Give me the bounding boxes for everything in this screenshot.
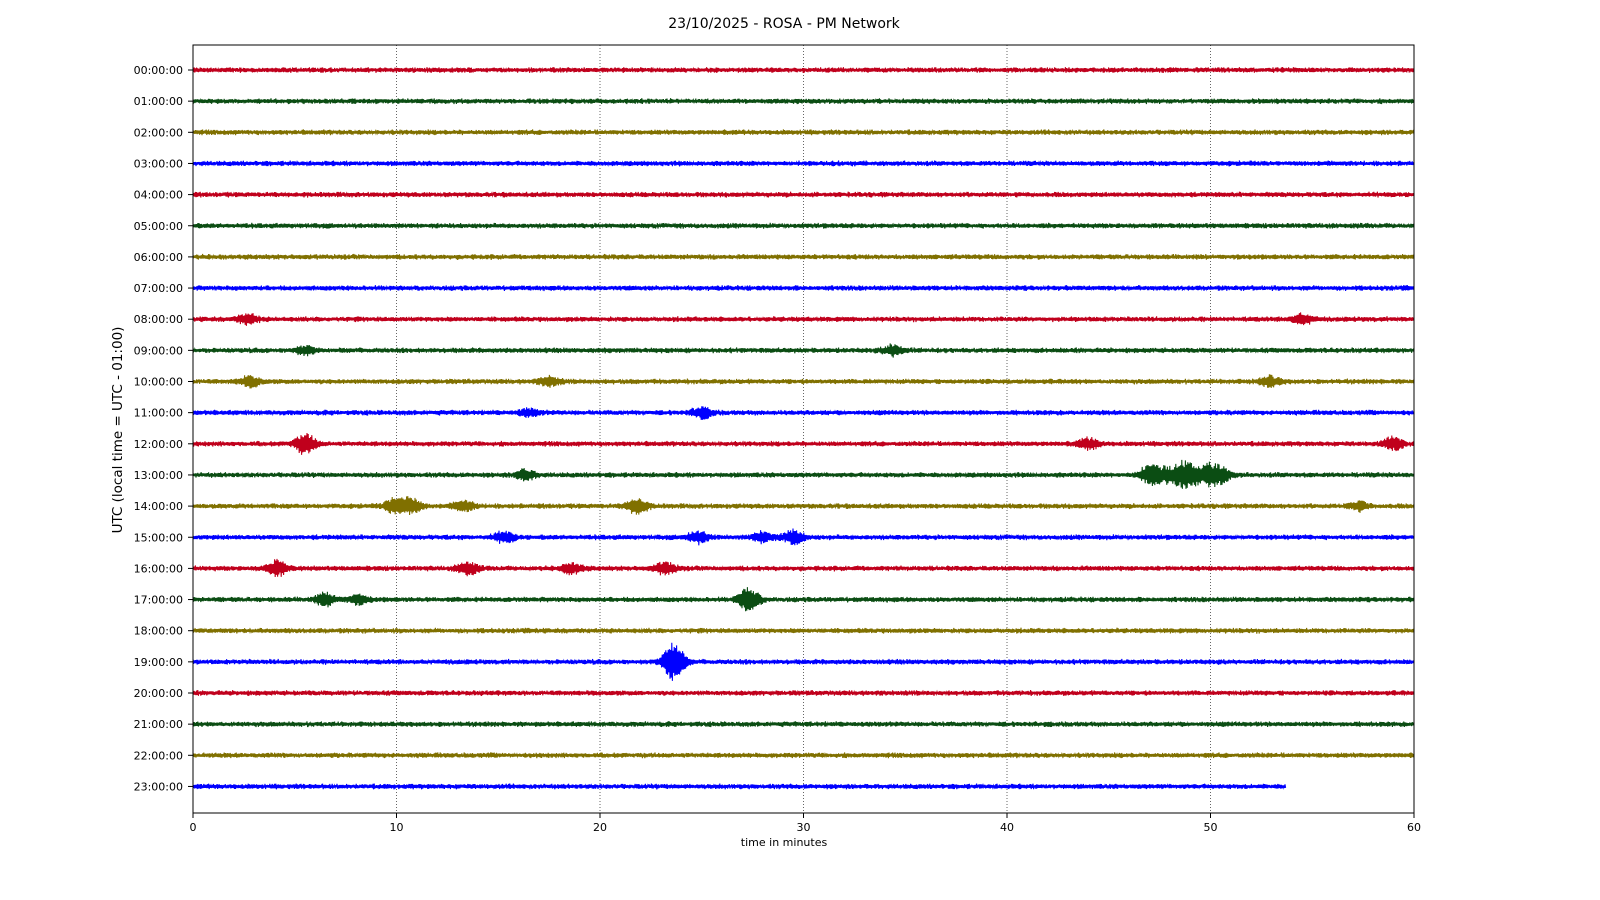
- x-tick-label: 60: [1407, 821, 1421, 834]
- row-label: 11:00:00: [134, 407, 183, 420]
- row-label: 04:00:00: [134, 189, 183, 202]
- row-label: 14:00:00: [134, 500, 183, 513]
- row-label: 21:00:00: [134, 718, 183, 731]
- row-label: 23:00:00: [134, 780, 183, 793]
- grid-lines: [396, 45, 1211, 813]
- x-tick-label: 0: [190, 821, 197, 834]
- y-axis-label: UTC (local time = UTC - 01:00): [110, 327, 126, 534]
- trace-row-14:00:00: [192, 496, 1415, 516]
- x-axis-label: time in minutes: [741, 836, 828, 849]
- x-tick-label: 10: [390, 821, 404, 834]
- trace-row-06:00:00: [192, 253, 1415, 261]
- row-label: 00:00:00: [134, 64, 183, 77]
- row-label: 12:00:00: [134, 438, 183, 451]
- axes: 00:00:00 01:00:00 02:00:00 03:00:00 04:00:00…: [134, 44, 1421, 834]
- row-label: 02:00:00: [134, 126, 183, 139]
- trace-row-02:00:00: [192, 128, 1415, 136]
- x-tick-label: 30: [797, 821, 811, 834]
- row-label: 09:00:00: [134, 344, 183, 357]
- trace-row-15:00:00: [192, 528, 1415, 546]
- x-tick-label: 40: [1000, 821, 1014, 834]
- row-label: 05:00:00: [134, 220, 183, 233]
- trace-row-16:00:00: [192, 558, 1415, 578]
- trace-row-19:00:00: [192, 642, 1415, 681]
- seismic-traces: [192, 66, 1415, 790]
- trace-row-20:00:00: [192, 689, 1415, 697]
- chart-title: 23/10/2025 - ROSA - PM Network: [668, 16, 900, 32]
- row-label: 13:00:00: [134, 469, 183, 482]
- trace-row-09:00:00: [192, 343, 1415, 358]
- trace-row-18:00:00: [192, 627, 1415, 635]
- row-label: 19:00:00: [134, 656, 183, 669]
- trace-row-13:00:00: [192, 459, 1415, 489]
- trace-row-23:00:00: [192, 783, 1287, 790]
- trace-row-07:00:00: [192, 284, 1415, 292]
- row-label: 22:00:00: [134, 749, 183, 762]
- row-label: 15:00:00: [134, 531, 183, 544]
- row-label: 10:00:00: [134, 376, 183, 389]
- trace-row-12:00:00: [192, 432, 1415, 455]
- trace-row-08:00:00: [192, 312, 1415, 326]
- row-label: 18:00:00: [134, 625, 183, 638]
- row-label: 06:00:00: [134, 251, 183, 264]
- trace-row-11:00:00: [192, 406, 1415, 420]
- row-label: 07:00:00: [134, 282, 183, 295]
- x-tick-label: 50: [1204, 821, 1218, 834]
- x-tick-label: 20: [593, 821, 607, 834]
- row-label: 20:00:00: [134, 687, 183, 700]
- trace-row-00:00:00: [192, 66, 1415, 74]
- trace-row-01:00:00: [192, 97, 1415, 105]
- row-label: 16:00:00: [134, 562, 183, 575]
- trace-row-04:00:00: [192, 191, 1415, 199]
- trace-row-17:00:00: [192, 587, 1415, 612]
- row-label: 03:00:00: [134, 157, 183, 170]
- row-label: 17:00:00: [134, 594, 183, 607]
- trace-row-05:00:00: [192, 222, 1415, 230]
- row-label: 01:00:00: [134, 95, 183, 108]
- trace-row-10:00:00: [192, 374, 1415, 389]
- trace-row-03:00:00: [192, 159, 1415, 167]
- trace-row-22:00:00: [192, 751, 1415, 759]
- trace-row-21:00:00: [192, 720, 1415, 728]
- row-label: 08:00:00: [134, 313, 183, 326]
